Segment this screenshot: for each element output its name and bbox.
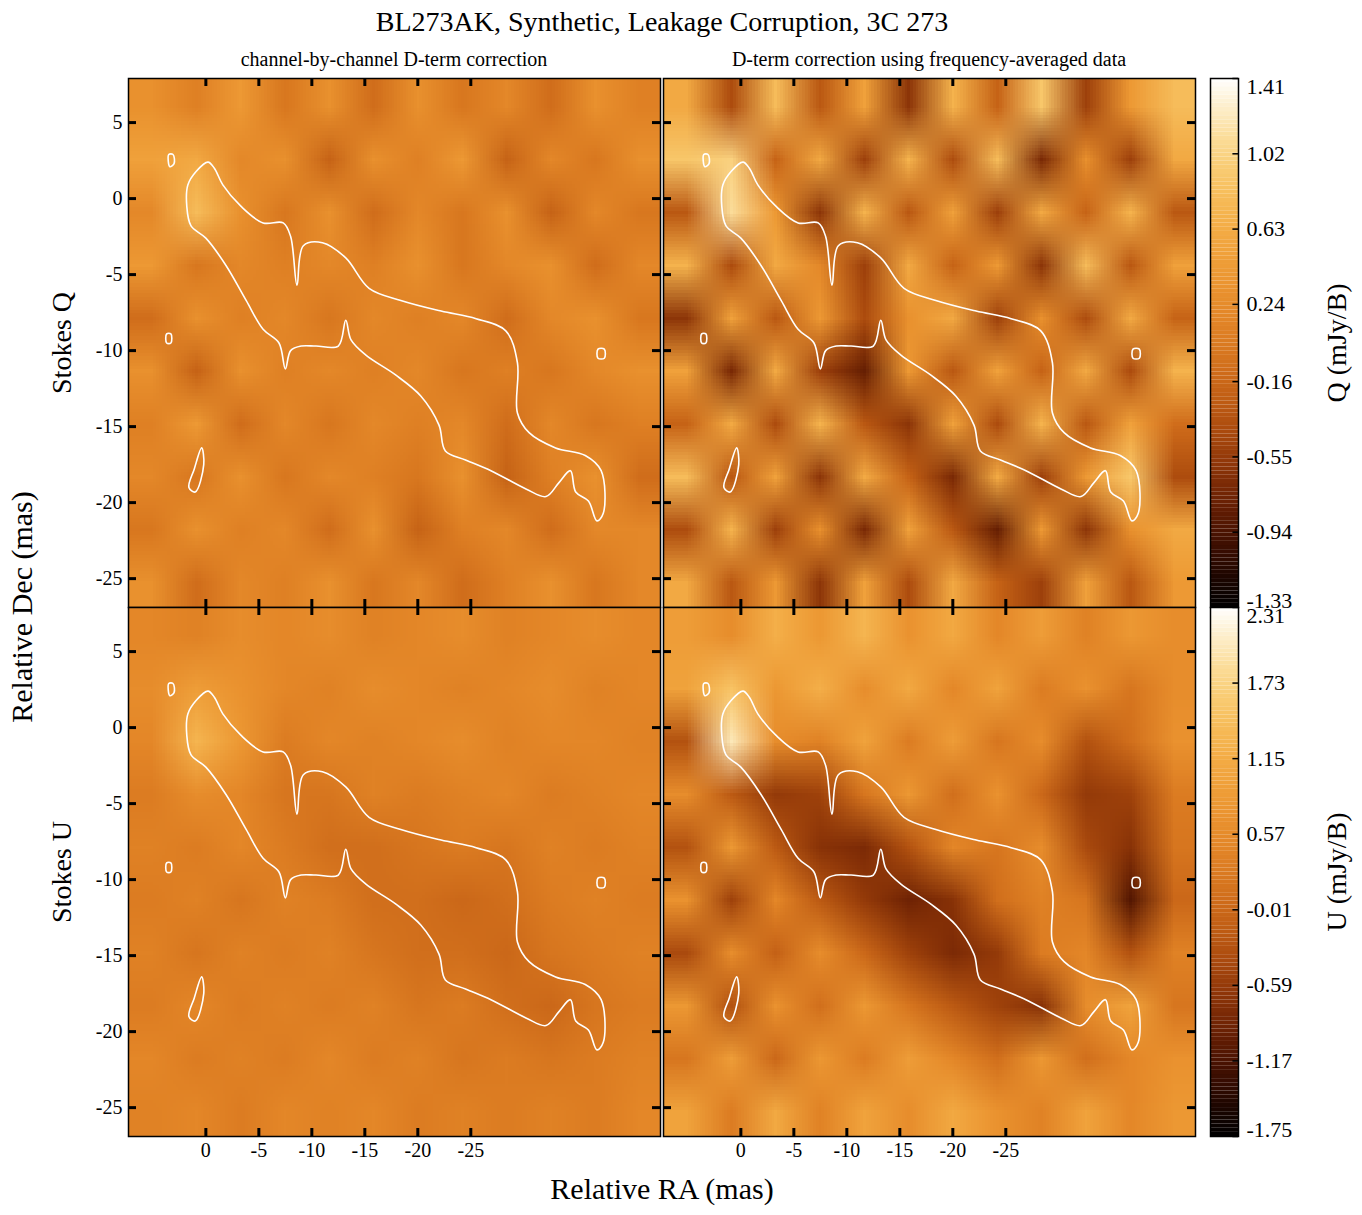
svg-text:-1.33: -1.33 — [1246, 587, 1293, 613]
svg-text:-20: -20 — [96, 1020, 123, 1042]
svg-text:-25: -25 — [96, 567, 123, 589]
svg-text:1.41: 1.41 — [1247, 74, 1286, 99]
html-text:channel-by-channel D-term corr: channel-by-channel D-term correction — [240, 48, 548, 70]
svg-text:0: 0 — [113, 187, 123, 209]
svg-text:-15: -15 — [886, 1139, 913, 1161]
svg-text:-25: -25 — [96, 1096, 123, 1118]
svg-text:-15: -15 — [96, 415, 123, 437]
svg-text:0.24: 0.24 — [1247, 291, 1286, 316]
svg-text:-25: -25 — [992, 1139, 1019, 1161]
svg-text:0.63: 0.63 — [1247, 216, 1286, 241]
svg-text:-1.17: -1.17 — [1247, 1048, 1293, 1073]
svg-text:-10: -10 — [299, 1139, 326, 1161]
svg-text:0.57: 0.57 — [1247, 821, 1286, 846]
svg-text:1.73: 1.73 — [1247, 670, 1286, 695]
html-text:Q (mJy/B): Q (mJy/B) — [1321, 283, 1352, 402]
svg-text:-10: -10 — [96, 868, 123, 890]
svg-text:5: 5 — [113, 640, 123, 662]
svg-text:1.15: 1.15 — [1247, 746, 1286, 771]
svg-text:-10: -10 — [834, 1139, 861, 1161]
html-text:U (mJy/B): U (mJy/B) — [1321, 812, 1352, 931]
svg-text:-0.59: -0.59 — [1247, 972, 1293, 997]
svg-text:1.02: 1.02 — [1247, 141, 1286, 166]
svg-text:-20: -20 — [939, 1139, 966, 1161]
html-text:BL273AK, Synthetic, Leakage Co: BL273AK, Synthetic, Leakage Corruption, … — [375, 6, 949, 37]
svg-text:-15: -15 — [351, 1139, 378, 1161]
svg-text:-15: -15 — [96, 944, 123, 966]
svg-text:2.31: 2.31 — [1247, 603, 1286, 628]
svg-text:-10: -10 — [96, 339, 123, 361]
html-text:D-term correction using freque: D-term correction using frequency-averag… — [731, 48, 1127, 70]
svg-text:-5: -5 — [106, 263, 123, 285]
svg-text:5: 5 — [113, 111, 123, 133]
svg-text:-1.75: -1.75 — [1247, 1117, 1293, 1142]
html-text:Stokes Q: Stokes Q — [46, 291, 77, 394]
svg-text:-0.94: -0.94 — [1247, 519, 1293, 544]
svg-text:0: 0 — [113, 716, 123, 738]
svg-text:-20: -20 — [96, 491, 123, 513]
html-text:Relative Dec (mas): Relative Dec (mas) — [5, 491, 38, 723]
svg-text:0: 0 — [736, 1139, 746, 1161]
svg-text:-5: -5 — [106, 792, 123, 814]
svg-text:-0.01: -0.01 — [1247, 897, 1293, 922]
svg-text:-5: -5 — [786, 1139, 803, 1161]
svg-text:-0.55: -0.55 — [1247, 444, 1293, 469]
html-text:Stokes U: Stokes U — [46, 820, 77, 923]
svg-text:-25: -25 — [457, 1139, 484, 1161]
html-text:Relative RA (mas): Relative RA (mas) — [550, 1172, 774, 1205]
svg-text:0: 0 — [201, 1139, 211, 1161]
svg-text:-20: -20 — [404, 1139, 431, 1161]
svg-text:-5: -5 — [251, 1139, 268, 1161]
svg-text:-0.16: -0.16 — [1247, 369, 1293, 394]
